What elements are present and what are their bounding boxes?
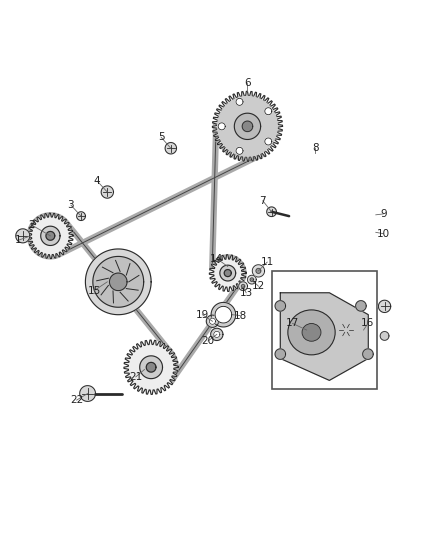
Polygon shape [280,293,368,381]
Text: 6: 6 [244,77,251,87]
Polygon shape [101,186,113,198]
Polygon shape [380,332,389,340]
Polygon shape [80,386,95,401]
Polygon shape [328,312,364,348]
Polygon shape [250,278,254,281]
Polygon shape [215,306,232,323]
Text: 19: 19 [196,310,209,320]
Polygon shape [28,213,73,259]
Polygon shape [41,226,60,246]
Polygon shape [339,324,353,336]
Ellipse shape [302,324,321,341]
Polygon shape [206,315,219,327]
Polygon shape [363,349,373,359]
Polygon shape [93,256,144,307]
Text: 4: 4 [94,176,101,186]
Text: 3: 3 [67,200,74,210]
Text: 20: 20 [201,336,215,346]
Polygon shape [220,265,236,281]
Polygon shape [275,349,286,359]
Text: 2: 2 [28,220,35,230]
Text: 9: 9 [380,209,387,219]
Polygon shape [77,212,85,221]
Polygon shape [140,356,162,378]
Polygon shape [252,265,265,277]
Text: 12: 12 [252,281,265,291]
Polygon shape [378,300,391,312]
Polygon shape [301,325,312,335]
Text: 7: 7 [259,196,266,206]
Polygon shape [275,301,286,311]
Polygon shape [212,91,283,161]
Text: 21: 21 [129,372,142,382]
Polygon shape [239,282,247,290]
Bar [272,271,377,389]
Polygon shape [146,362,156,372]
Polygon shape [234,113,261,140]
Polygon shape [265,108,272,115]
Polygon shape [85,249,151,314]
Polygon shape [209,255,246,292]
Text: 8: 8 [312,143,319,154]
Polygon shape [256,269,261,273]
Polygon shape [218,123,225,130]
Polygon shape [165,142,177,154]
Text: 16: 16 [361,318,374,328]
Text: 1: 1 [15,235,22,245]
Text: 13: 13 [240,288,253,298]
Ellipse shape [288,310,335,355]
Polygon shape [224,270,231,277]
Polygon shape [265,138,272,145]
Polygon shape [242,121,253,132]
Polygon shape [218,96,277,156]
Text: 11: 11 [261,257,274,267]
Polygon shape [214,332,220,337]
Polygon shape [110,273,127,290]
Text: 14: 14 [210,254,223,264]
Text: 5: 5 [158,132,165,142]
Polygon shape [247,275,256,284]
Text: 22: 22 [70,395,83,405]
Polygon shape [267,207,276,216]
Polygon shape [241,285,245,288]
Polygon shape [211,328,223,341]
Text: 10: 10 [377,229,390,239]
Polygon shape [209,318,215,324]
Polygon shape [211,302,236,327]
Polygon shape [46,231,55,240]
Polygon shape [124,340,178,394]
Polygon shape [356,301,366,311]
Text: 15: 15 [88,286,101,296]
Text: 17: 17 [286,318,299,328]
Polygon shape [236,99,243,106]
Text: 18: 18 [233,311,247,320]
Polygon shape [16,229,30,243]
Polygon shape [236,147,243,155]
